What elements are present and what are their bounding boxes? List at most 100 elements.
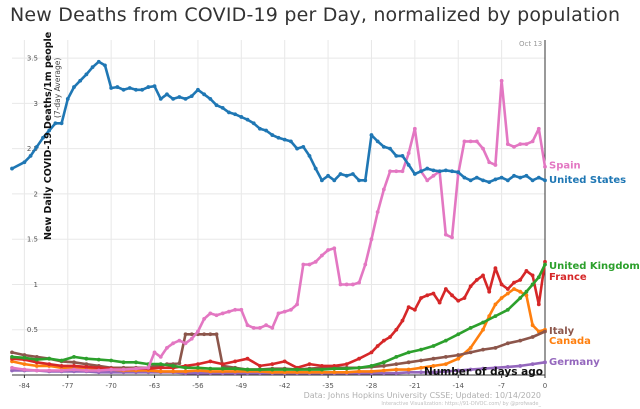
data-point-spain	[34, 368, 39, 373]
data-point-spain	[183, 341, 188, 346]
data-point-germany	[381, 371, 386, 376]
data-point-france	[412, 307, 417, 312]
data-point-spain	[96, 368, 101, 373]
data-point-united-states	[90, 65, 95, 70]
y-axis-sublabel: (7-day Average)	[53, 58, 62, 118]
data-point-united-kingdom	[220, 366, 225, 371]
data-point-united-kingdom	[84, 356, 89, 361]
data-point-united-kingdom	[183, 365, 188, 370]
data-point-france	[270, 362, 275, 367]
data-point-united-kingdom	[158, 362, 163, 367]
data-point-united-states	[468, 178, 473, 183]
data-point-canada	[456, 356, 461, 361]
data-point-spain	[189, 336, 194, 341]
data-point-united-kingdom	[381, 360, 386, 365]
data-point-united-states	[245, 117, 250, 122]
data-point-united-kingdom	[171, 364, 176, 368]
data-point-united-kingdom	[270, 367, 275, 372]
data-point-united-states	[450, 169, 454, 174]
data-point-italy	[493, 345, 498, 350]
y-tick-label: 0.5	[27, 326, 38, 334]
data-point-spain	[208, 311, 213, 316]
data-point-italy	[72, 360, 76, 365]
data-point-spain	[468, 139, 473, 144]
data-point-france	[474, 278, 479, 282]
data-point-spain	[171, 341, 176, 346]
data-point-france	[381, 338, 386, 343]
data-point-spain	[239, 307, 244, 312]
data-point-canada	[171, 369, 176, 374]
data-point-france	[481, 273, 485, 278]
data-point-united-states	[456, 170, 461, 175]
data-point-spain	[22, 367, 27, 372]
data-point-canada	[208, 369, 213, 374]
data-point-italy	[443, 354, 448, 359]
data-point-spain	[47, 368, 52, 373]
data-point-spain	[474, 139, 479, 144]
data-point-united-kingdom	[468, 326, 473, 330]
data-point-spain	[400, 169, 405, 174]
data-point-spain	[177, 338, 182, 343]
data-point-canada	[443, 362, 448, 367]
data-point-germany	[468, 367, 473, 372]
data-point-united-states	[41, 135, 45, 140]
data-point-spain	[158, 354, 163, 359]
data-point-france	[512, 280, 516, 285]
data-point-united-states	[350, 172, 355, 176]
data-point-united-kingdom	[245, 367, 250, 372]
data-point-spain	[59, 368, 64, 373]
data-point-spain	[295, 302, 299, 307]
data-point-spain	[245, 323, 250, 328]
data-point-spain	[313, 259, 318, 264]
data-point-italy	[208, 332, 213, 337]
data-point-france	[196, 362, 200, 367]
data-point-canada	[369, 369, 374, 374]
data-point-united-states	[127, 86, 132, 90]
data-point-united-kingdom	[443, 338, 448, 343]
data-point-united-states	[84, 72, 89, 77]
data-point-united-states	[65, 96, 70, 101]
data-point-germany	[493, 365, 498, 370]
data-point-canada	[22, 362, 27, 367]
end-label-canada: Canada	[549, 336, 591, 347]
data-point-italy	[431, 356, 436, 361]
data-point-france	[400, 318, 405, 323]
data-point-canada	[233, 369, 238, 374]
data-point-france	[524, 268, 529, 273]
series-line-united-states	[11, 60, 546, 184]
data-point-united-kingdom	[233, 366, 238, 371]
end-label-united-states: United States	[549, 175, 626, 186]
data-point-italy	[183, 332, 188, 337]
data-point-canada	[499, 296, 504, 300]
x-tick-label: -42	[279, 382, 290, 390]
data-point-spain	[536, 126, 541, 131]
x-axis-ticks: -84 -77 -70 -63 -56 -49 -42 -35 -28 -21 -14 -7 0	[19, 375, 547, 390]
data-point-united-states	[406, 163, 411, 167]
data-point-spain	[338, 282, 343, 287]
data-point-france	[208, 359, 213, 364]
data-point-spain	[363, 262, 368, 267]
data-point-united-kingdom	[530, 282, 535, 287]
data-point-united-states	[487, 180, 492, 185]
data-point-france	[84, 364, 89, 369]
data-point-united-states	[165, 92, 169, 97]
data-point-united-kingdom	[505, 307, 510, 312]
data-point-united-states	[202, 92, 207, 97]
data-point-united-states	[96, 59, 101, 64]
data-point-united-states	[146, 85, 151, 89]
data-point-united-states	[22, 160, 27, 165]
data-point-italy	[177, 361, 182, 366]
data-point-france	[487, 289, 492, 294]
data-point-france	[443, 287, 448, 291]
x-tick-label: -77	[62, 382, 73, 390]
data-point-united-kingdom	[96, 357, 101, 362]
data-point-united-states	[115, 85, 120, 89]
data-point-canada	[34, 364, 39, 368]
data-point-united-kingdom	[208, 366, 213, 371]
data-point-united-states	[493, 177, 498, 182]
data-point-spain	[251, 326, 256, 330]
data-point-united-states	[363, 178, 368, 183]
data-point-spain	[344, 282, 349, 287]
